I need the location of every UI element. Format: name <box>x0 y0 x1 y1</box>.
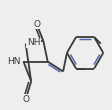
Text: HN: HN <box>7 57 21 66</box>
Text: O: O <box>22 94 29 104</box>
Text: O: O <box>33 20 40 29</box>
Text: NH: NH <box>27 38 40 47</box>
